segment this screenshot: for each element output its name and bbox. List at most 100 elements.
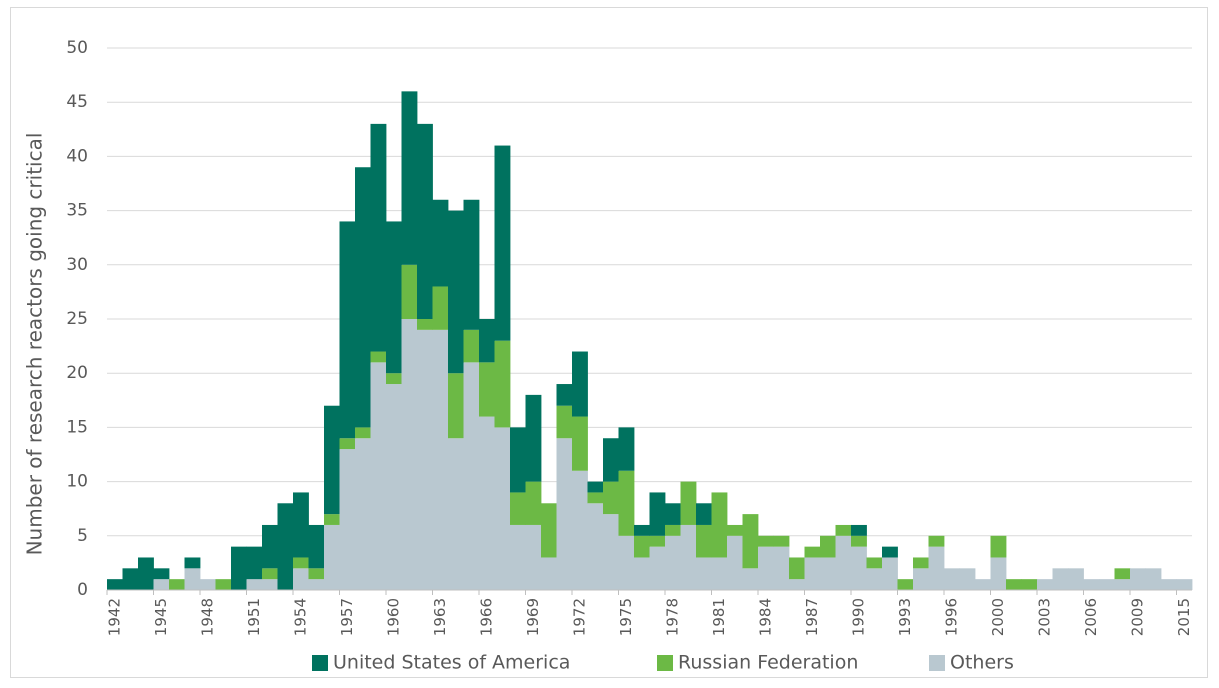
bar-segment	[866, 557, 883, 569]
bar-segment	[556, 405, 573, 439]
x-tick-label: 1960	[384, 598, 402, 636]
bar-segment	[293, 492, 309, 558]
bar-segment	[913, 568, 929, 590]
bar-segment	[572, 470, 588, 590]
y-tick-label: 35	[66, 201, 88, 221]
bar-segment	[835, 524, 852, 536]
bar-segment	[556, 384, 573, 406]
bar-segment	[355, 167, 371, 428]
bar-segment	[773, 546, 790, 590]
bar-segment	[184, 557, 201, 569]
y-tick-label: 15	[66, 417, 88, 437]
bar-segment	[324, 405, 340, 515]
bar-segment	[913, 557, 929, 569]
bar-segment	[525, 524, 542, 590]
bar-segment	[308, 579, 325, 590]
x-tick-label: 1948	[198, 598, 216, 636]
x-tick-label: 2003	[1035, 598, 1053, 636]
bar-segment	[804, 557, 821, 590]
y-tick-label: 30	[66, 255, 88, 275]
x-tick-label: 2015	[1175, 598, 1193, 636]
bar-segment	[479, 362, 495, 417]
bar-segment	[649, 535, 666, 547]
bar-segment	[665, 503, 681, 525]
bar-segment	[386, 373, 402, 385]
bar-segment	[882, 557, 898, 590]
bar-segment	[1052, 568, 1069, 590]
bar-segment	[386, 384, 402, 590]
x-tick-label: 1981	[710, 598, 728, 636]
bar-segment	[153, 568, 170, 580]
bar-segment	[572, 416, 588, 471]
bar-segment	[727, 524, 743, 536]
bar-segment	[479, 416, 495, 590]
bar-segment	[1006, 579, 1022, 590]
bar-segment	[634, 535, 650, 558]
bar-segment	[1145, 568, 1162, 590]
x-tick-label: 2006	[1082, 598, 1100, 636]
y-tick-label: 10	[66, 472, 88, 492]
bar-segment	[494, 145, 511, 341]
bar-segment	[432, 199, 449, 287]
legend-swatch	[929, 655, 945, 671]
bar-segment	[510, 427, 526, 493]
bar-segment	[138, 557, 154, 590]
bar-segment	[603, 438, 619, 482]
bar-segment	[262, 579, 278, 590]
bar-segment	[463, 199, 480, 330]
bar-segment	[401, 264, 418, 319]
y-tick-label: 40	[66, 146, 88, 166]
bar-segment	[339, 449, 356, 590]
bar-segment	[649, 546, 666, 590]
bar-segment	[386, 221, 402, 374]
x-tick-label: 1993	[896, 598, 914, 636]
bar-segment	[804, 546, 821, 558]
bar-segment	[246, 579, 263, 590]
bar-segment	[448, 438, 464, 590]
bar-segment	[959, 568, 976, 590]
bar-segment	[711, 557, 728, 590]
legend-label: Russian Federation	[678, 652, 858, 674]
bar-segment	[1068, 568, 1084, 590]
bar-segment	[696, 524, 712, 558]
bar-segment	[355, 438, 371, 590]
bar-segment	[370, 362, 387, 590]
x-tick-label: 1984	[756, 598, 774, 636]
bar-segment	[448, 210, 464, 374]
bar-segment	[835, 535, 852, 590]
x-tick-label: 1975	[617, 598, 635, 636]
y-tick-label: 50	[66, 38, 88, 58]
bar-segment	[711, 492, 728, 558]
x-tick-label: 1978	[663, 598, 681, 636]
bar-segment	[262, 524, 278, 569]
bar-segment	[866, 568, 883, 590]
bar-segment	[1083, 579, 1100, 590]
bar-segment	[851, 535, 867, 547]
bar-segment	[308, 568, 325, 580]
bar-segment	[851, 546, 867, 590]
bar-segment	[293, 568, 309, 590]
bar-segment	[587, 492, 604, 504]
legend-label: Others	[950, 652, 1014, 674]
bar-segment	[479, 319, 495, 363]
bar-segment	[696, 557, 712, 590]
bar-segment	[1161, 579, 1177, 590]
bar-segment	[107, 579, 123, 590]
bar-segment	[401, 91, 418, 265]
bar-segment	[990, 535, 1007, 558]
bar-segment	[494, 427, 511, 590]
y-tick-label: 20	[66, 363, 88, 383]
y-tick-label: 0	[77, 580, 88, 600]
bar-segment	[432, 286, 449, 330]
bar-segment	[1114, 579, 1131, 590]
bar-segment	[1037, 579, 1053, 590]
bar-segment	[789, 579, 805, 590]
bar-segment	[169, 579, 185, 590]
bar-segment	[1021, 579, 1038, 590]
y-tick-label: 25	[66, 309, 88, 329]
bar-segment	[324, 514, 340, 525]
chart-border	[10, 7, 1208, 678]
bar-segment	[680, 524, 697, 590]
